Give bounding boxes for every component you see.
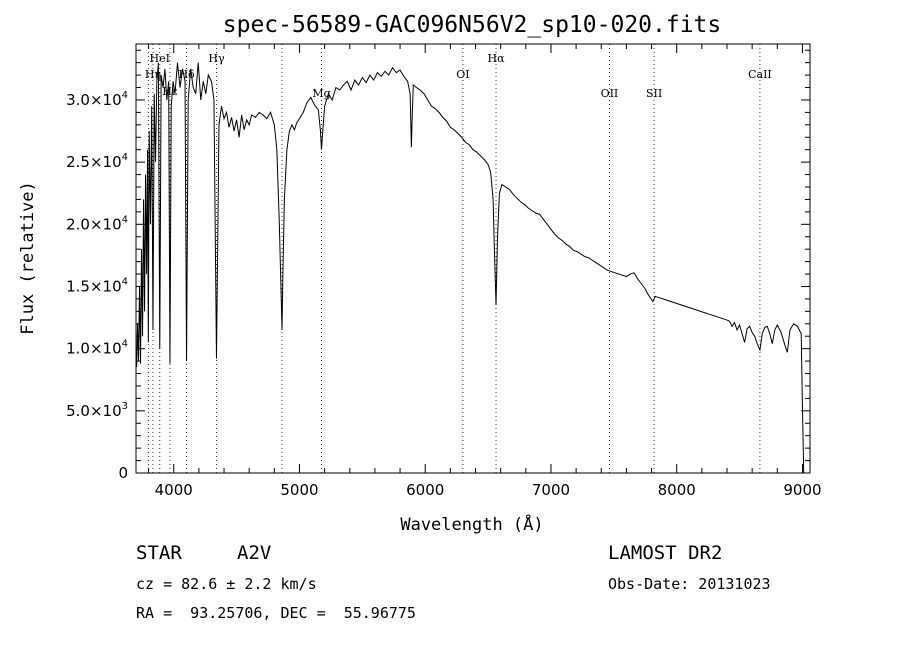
cz-value: cz = 82.6 ± 2.2 km/s (136, 575, 317, 593)
spectral-subclass: A2V (237, 542, 272, 564)
spectral-line-label: Hα (487, 52, 505, 65)
ra-dec-value: RA = 93.25706, DEC = 55.96775 (136, 604, 416, 622)
x-tick-label: 9000 (783, 481, 821, 499)
x-tick-label: 7000 (532, 481, 570, 499)
y-tick-label: 2.0×104 (66, 214, 128, 233)
x-tick-label: 6000 (406, 481, 444, 499)
y-tick-label: 0 (118, 464, 128, 482)
spectral-line-label: OI (456, 68, 469, 81)
y-tick-label: 1.0×104 (66, 339, 128, 358)
spectral-line-label: SII (646, 87, 662, 100)
axis-ticks: 4000 5000 6000 7000 8000 9000 0 5.0×103 1.0×104 1… (66, 44, 822, 499)
y-axis-label: Flux (relative) (18, 181, 38, 335)
spectral-line-label: HeI (150, 52, 170, 65)
chart-title: spec-56589-GAC096N56V2_sp10-020.fits (223, 12, 722, 38)
y-tick-label: 1.5×104 (66, 276, 128, 295)
spectrum-line (136, 62, 805, 474)
x-tick-label: 8000 (658, 481, 696, 499)
spectral-line-label: Mg (312, 87, 330, 100)
x-tick-label: 5000 (280, 481, 318, 499)
x-tick-label: 4000 (155, 481, 193, 499)
spectral-line-label: OII (601, 87, 619, 100)
survey-release: LAMOST DR2 (608, 542, 723, 564)
object-class: STAR (136, 542, 182, 564)
plot-frame (135, 43, 811, 474)
y-tick-label: 3.0×104 (66, 90, 128, 109)
spectral-line-label: Hγ (208, 52, 225, 65)
x-axis-label: Wavelength (Å) (400, 513, 543, 535)
line-marker-dotted-lines (147, 44, 761, 473)
y-tick-label: 2.5×104 (66, 152, 128, 171)
y-tick-label: 5.0×103 (66, 401, 128, 420)
spectral-line-label: CaII (748, 68, 772, 81)
observation-date: Obs-Date: 20131023 (608, 575, 771, 593)
